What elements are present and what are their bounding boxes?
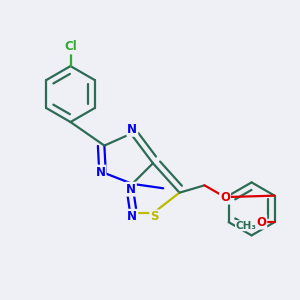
Text: S: S <box>150 210 159 223</box>
Text: O: O <box>220 190 230 204</box>
Text: N: N <box>95 166 106 178</box>
Text: O: O <box>256 216 266 229</box>
Text: N: N <box>127 123 137 136</box>
Text: N: N <box>126 183 136 196</box>
Text: Cl: Cl <box>64 40 77 53</box>
Text: CH₃: CH₃ <box>236 221 256 231</box>
Text: N: N <box>127 210 137 223</box>
